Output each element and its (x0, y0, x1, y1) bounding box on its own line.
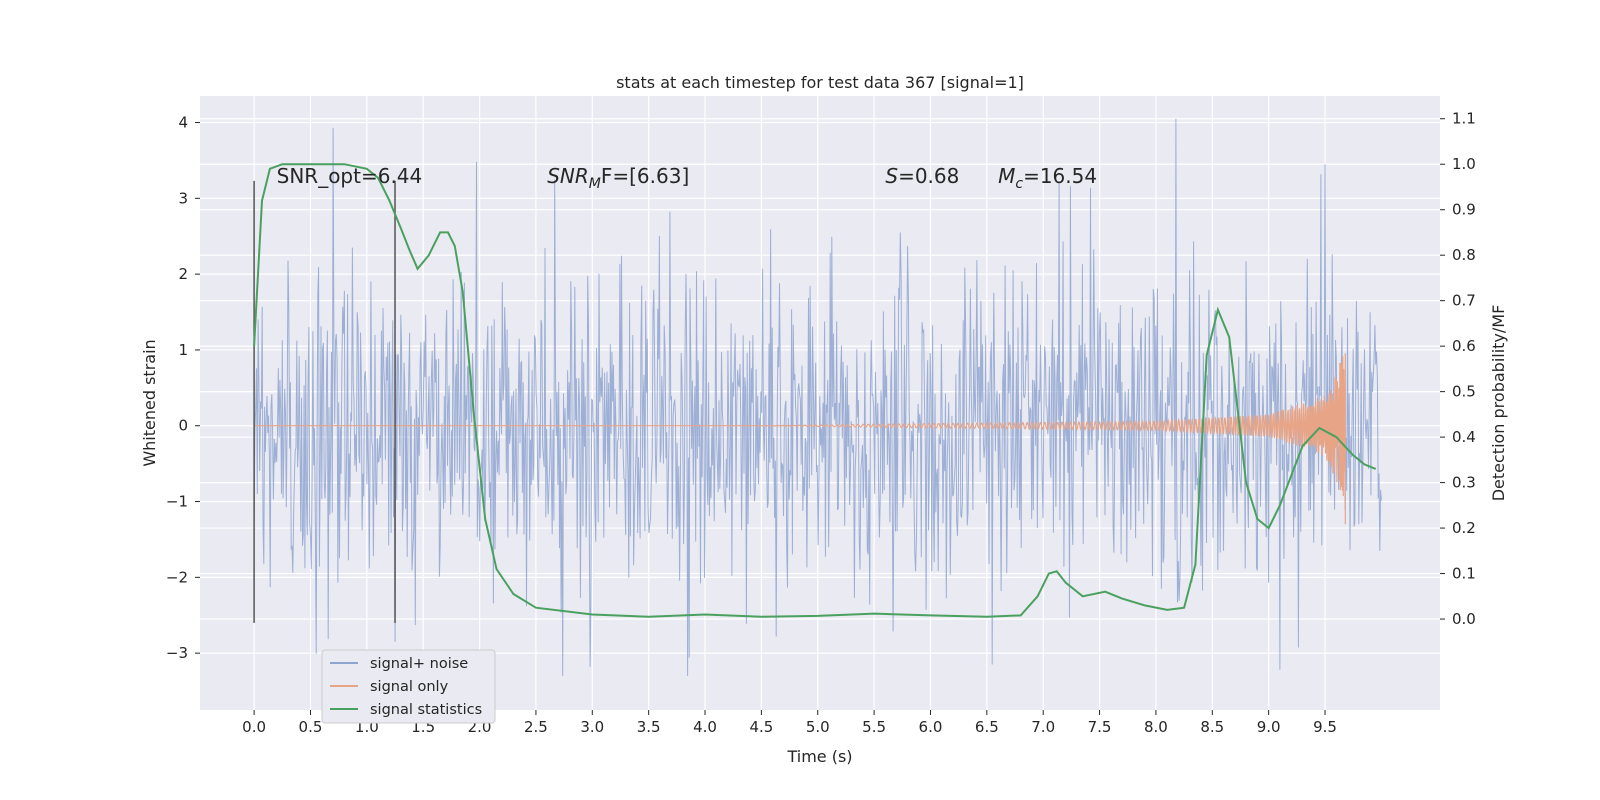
noise-trace (253, 118, 1382, 676)
y-tick-label-3: 0 (178, 417, 188, 435)
legend-box (321, 649, 496, 724)
legend-label-stats: signal statistics (370, 702, 482, 718)
x-tick-label-10: 5.0 (806, 718, 830, 736)
legend-label-noise: signal+ noise (370, 656, 468, 672)
y2-tick-label-9: 0.9 (1452, 201, 1476, 219)
x-tick-label-7: 3.5 (637, 718, 661, 736)
series-signal-statistics (253, 163, 1377, 618)
stats-trace (253, 163, 1377, 618)
x-tick-label-9: 4.5 (749, 718, 773, 736)
x-tick-label-5: 2.5 (524, 718, 548, 736)
x-tick-label-11: 5.5 (862, 718, 886, 736)
series-signal-only (254, 353, 1346, 525)
y-axis-ticks: −3 −2 −1 0 1 2 3 4 (166, 114, 200, 662)
x-tick-label-1: 0.5 (299, 718, 323, 736)
x-tick-label-18: 9.0 (1257, 718, 1281, 736)
y-tick-label-5: 2 (178, 265, 188, 283)
y2-axis-ticks: 0.0 0.1 0.2 0.3 0.4 0.5 0.6 0.7 0.8 0.9 1.0 1.1 (1440, 110, 1476, 628)
y-tick-label-7: 4 (178, 114, 188, 132)
vertical-markers (253, 180, 396, 623)
y2-tick-label-7: 0.7 (1452, 292, 1476, 310)
annotation-s_value: S=0.68 (885, 164, 959, 188)
y2-tick-label-5: 0.5 (1452, 383, 1476, 401)
signal-trace (254, 353, 1346, 525)
x-tick-label-19: 9.5 (1313, 718, 1337, 736)
y2-tick-label-0: 0.0 (1452, 610, 1476, 628)
annotations: SNR_opt=6.44 SNRMF=[6.63] S=0.68 Mc=16.54 (277, 164, 1097, 192)
annotation-snr_opt: SNR_opt=6.44 (277, 164, 423, 188)
y-axis-label: Whitened strain (140, 339, 159, 466)
y2-tick-label-8: 0.8 (1452, 246, 1476, 264)
x-tick-label-12: 6.0 (919, 718, 943, 736)
annotation-mc_value: Mc=16.54 (998, 164, 1097, 192)
y2-tick-label-1: 0.1 (1452, 565, 1476, 583)
plot-content (253, 118, 1382, 676)
x-axis-label: Time (s) (786, 747, 852, 766)
y2-tick-label-3: 0.3 (1452, 474, 1476, 492)
y2-tick-label-2: 0.2 (1452, 519, 1476, 537)
x-tick-label-8: 4.0 (693, 718, 717, 736)
y-tick-label-2: −1 (166, 493, 188, 511)
x-tick-label-17: 8.5 (1200, 718, 1224, 736)
legend: signal+ noise signal only signal statist… (321, 649, 496, 724)
annotation-snr_mf: SNRMF=[6.63] (547, 164, 689, 192)
y-tick-label-4: 1 (178, 341, 188, 359)
y2-axis-label: Detection probability/MF (1489, 305, 1508, 502)
y-tick-label-6: 3 (178, 189, 188, 207)
y2-tick-label-10: 1.0 (1452, 155, 1476, 173)
series-signal-noise (253, 118, 1382, 676)
x-tick-label-6: 3.0 (580, 718, 604, 736)
x-tick-label-0: 0.0 (242, 718, 266, 736)
x-tick-label-15: 7.5 (1088, 718, 1112, 736)
y2-tick-label-6: 0.6 (1452, 337, 1476, 355)
y-tick-label-0: −3 (166, 644, 188, 662)
y-tick-label-1: −2 (166, 568, 188, 586)
x-tick-label-14: 7.0 (1031, 718, 1055, 736)
legend-label-signal: signal only (370, 679, 449, 695)
x-tick-label-13: 6.5 (975, 718, 999, 736)
y2-tick-label-4: 0.4 (1452, 428, 1476, 446)
x-tick-label-16: 8.0 (1144, 718, 1168, 736)
chart-title: stats at each timestep for test data 367… (616, 73, 1024, 92)
y2-tick-label-11: 1.1 (1452, 110, 1476, 128)
